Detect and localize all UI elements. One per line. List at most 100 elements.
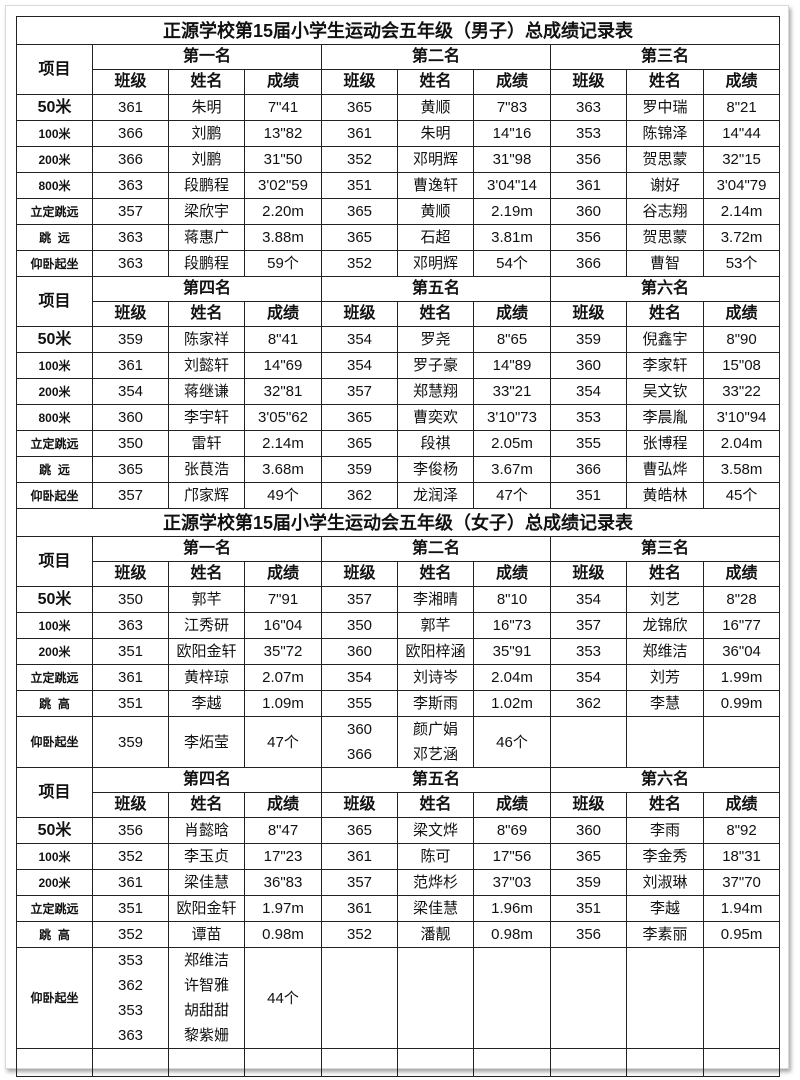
name-cell: 刘芳 <box>626 664 704 691</box>
table-row: 立定跳远 351 欧阳金轩 1.97m 361 梁佳慧 1.96m 351 李越 1.94m <box>16 895 781 922</box>
name-value: 梁欣宇 <box>183 203 229 220</box>
name-cell: 潘靓 <box>397 921 474 948</box>
rank-header: 第三名 <box>549 44 781 70</box>
score-value: 32"81 <box>263 383 303 400</box>
name-header: 姓名 <box>626 792 704 818</box>
class-cell: 351 <box>92 690 169 717</box>
name-value: 吴文钦 <box>642 383 688 400</box>
score-value: 3.81m <box>491 229 533 246</box>
class-cell: 357 <box>321 869 398 896</box>
class-value: 351 <box>346 177 373 194</box>
class-cell: 354 <box>550 586 627 613</box>
score-value: 8"65 <box>496 331 528 348</box>
class-cell: 360 <box>321 638 398 665</box>
name-cell: 曹逸轩 <box>397 172 474 199</box>
score-header: 成绩 <box>244 561 322 587</box>
score-cell: 3'02"59 <box>244 172 322 199</box>
score-value: 0.98m <box>491 926 533 943</box>
name-cell: 黄顺 <box>397 94 474 121</box>
name-cell: 龙润泽 <box>397 482 474 509</box>
class-cell: 351 <box>321 172 398 199</box>
score-cell: 37"70 <box>702 869 781 896</box>
class-value: 365 <box>346 229 373 246</box>
class-value: 366 <box>346 746 373 763</box>
class-value: 356 <box>575 229 602 246</box>
name-cell: 李家轩 <box>626 352 704 379</box>
score-value: 0.99m <box>720 695 763 712</box>
name-value: 郭芊 <box>420 617 451 634</box>
score-cell: 2.14m <box>702 198 781 225</box>
table-row: 立定跳远 361 黄梓琼 2.07m 354 刘诗岑 2.04m 354 刘芳 1.99m <box>16 664 781 691</box>
class-value: 360 <box>575 357 602 374</box>
name-cell: 欧阳梓涵 <box>397 638 474 665</box>
score-value: 3'05"62 <box>258 409 308 426</box>
class-cell: 353 <box>550 120 627 147</box>
score-cell <box>473 947 551 1049</box>
class-cell: 351 <box>550 895 627 922</box>
name-value: 郑维洁 <box>642 643 688 660</box>
name-cell: 江秀研 <box>168 612 245 639</box>
class-value: 365 <box>117 461 144 478</box>
name-cell: 黄顺 <box>397 198 474 225</box>
class-cell: 359 <box>550 869 627 896</box>
name-value: 李俊杨 <box>412 461 458 478</box>
class-value: 363 <box>117 617 144 634</box>
event-label: 200米 <box>16 146 93 173</box>
class-cell: 352 <box>92 921 169 948</box>
table-row: 跳 高 352 谭苗 0.98m 352 潘靓 0.98m 356 李素丽 0.95m <box>16 921 781 948</box>
score-header: 成绩 <box>473 792 551 818</box>
class-cell <box>321 947 398 1049</box>
class-cell: 356 <box>92 817 169 844</box>
class-value: 357 <box>346 383 373 400</box>
name-value: 邓明辉 <box>412 255 458 272</box>
class-header: 班级 <box>92 792 169 818</box>
class-header: 班级 <box>550 301 627 327</box>
score-cell: 8"69 <box>473 817 551 844</box>
item-header: 项目 <box>16 536 93 587</box>
class-value: 357 <box>117 487 144 504</box>
score-cell: 47个 <box>473 482 551 509</box>
name-value: 刘淑琳 <box>642 874 688 891</box>
score-value: 0.95m <box>720 926 763 943</box>
score-value: 3.72m <box>720 229 763 246</box>
class-cell <box>92 1048 169 1077</box>
class-cell <box>550 947 627 1049</box>
name-value: 曹奕欢 <box>412 409 458 426</box>
rank-header: 第四名 <box>92 276 322 302</box>
name-value: 李金秀 <box>642 848 688 865</box>
name-cell: 黄梓琼 <box>168 664 245 691</box>
name-header: 姓名 <box>397 301 474 327</box>
class-cell: 351 <box>550 482 627 509</box>
rank-header: 第二名 <box>321 536 551 562</box>
name-value: 李玉贞 <box>183 848 229 865</box>
class-value: 360 <box>575 822 602 839</box>
score-header: 成绩 <box>473 69 551 95</box>
name-header: 姓名 <box>168 792 245 818</box>
score-value: 49个 <box>267 487 299 504</box>
class-cell: 360 <box>550 352 627 379</box>
class-value: 361 <box>117 357 144 374</box>
name-value: 李素丽 <box>642 926 688 943</box>
class-value: 362 <box>117 977 144 994</box>
class-cell: 359 <box>550 326 627 353</box>
score-cell: 8"10 <box>473 586 551 613</box>
class-value: 365 <box>346 409 373 426</box>
name-value: 潘靓 <box>420 926 451 943</box>
table-row: 50米 359 陈家祥 8"41 354 罗尧 8"65 359 倪鑫宇 8"90 <box>16 326 781 353</box>
score-cell: 0.99m <box>702 690 781 717</box>
class-cell: 361 <box>92 94 169 121</box>
name-value: 刘鹏 <box>191 151 222 168</box>
class-cell: 361 <box>321 843 398 870</box>
class-value: 357 <box>346 874 373 891</box>
class-cell: 361 <box>321 120 398 147</box>
event-label: 100米 <box>16 120 93 147</box>
score-value: 59个 <box>267 255 299 272</box>
event-label: 100米 <box>16 352 93 379</box>
table-row: 800米 363 段鹏程 3'02"59 351 曹逸轩 3'04"14 361 谢好 3'04"… <box>16 172 781 199</box>
class-cell: 351 <box>92 895 169 922</box>
name-value: 颜广娟 <box>412 721 458 738</box>
class-cell: 354 <box>321 352 398 379</box>
score-cell: 7"41 <box>244 94 322 121</box>
class-value: 354 <box>346 331 373 348</box>
class-cell: 362 <box>321 482 398 509</box>
